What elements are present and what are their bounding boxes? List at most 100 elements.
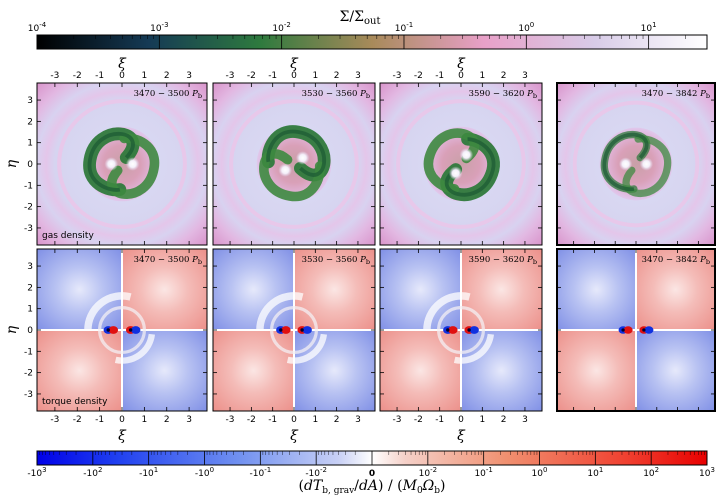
star-marker <box>104 157 119 171</box>
x-tick-label: 1 <box>142 71 148 81</box>
torque-panel: 3470 − 3842 Pb <box>556 248 716 412</box>
bottom-colorbar-tick-label: 10-1 <box>474 466 492 479</box>
x-tick-label: 1 <box>312 415 318 425</box>
bottom-colorbar-tick-label: -100 <box>195 466 214 479</box>
x-tick-label: 3 <box>522 71 528 81</box>
top-colorbar-tick-label: 10-3 <box>150 21 168 34</box>
x-axis-label-bottom: ξ <box>290 428 299 444</box>
bottom-colorbar-tick-label: -10-2 <box>305 466 327 479</box>
x-tick-label: 1 <box>312 71 318 81</box>
y-tick-label: 0 <box>27 160 33 170</box>
panel-title: 3530 − 3560 Pb <box>302 255 370 266</box>
row-label: torque density <box>42 397 108 407</box>
x-tick-label: -2 <box>247 415 256 425</box>
torque-dipole-lobe <box>281 326 291 334</box>
x-tick-label: 1 <box>479 415 485 425</box>
bottom-colorbar: -103 -102 -101 -100 -10-1 -10-2 0 10-2 10-1 100 10… <box>27 450 715 496</box>
x-tick-label: -1 <box>95 415 104 425</box>
x-tick-label: 2 <box>164 415 170 425</box>
bottom-colorbar-tick-label: -101 <box>139 466 158 479</box>
panel-title: 3470 − 3500 Pb <box>134 89 202 100</box>
x-axis-label-top: ξ <box>457 56 466 72</box>
x-axis-label-top: ξ <box>118 56 127 72</box>
y-tick-label: -3 <box>24 224 33 234</box>
top-colorbar-title: Σ/Σout <box>340 9 381 27</box>
panel-title: 3470 − 3842 Pb <box>642 89 710 100</box>
y-tick-label: 2 <box>27 117 33 127</box>
x-axis-label-bottom: ξ <box>118 428 127 444</box>
x-tick-label: 0 <box>291 71 297 81</box>
star-marker <box>459 147 474 162</box>
x-tick-label: 2 <box>334 71 340 81</box>
x-tick-label: 2 <box>501 415 507 425</box>
x-tick-label: 3 <box>186 415 192 425</box>
density-panel: 3590 − 3620 Pb -3 -2 -1 0 1 2 3 <box>379 71 543 246</box>
star-marker <box>278 163 293 177</box>
x-tick-label: 2 <box>334 415 340 425</box>
torque-dipole-lobe <box>469 326 479 334</box>
y-tick-label: 0 <box>27 326 33 336</box>
row-label: gas density <box>42 231 94 241</box>
star-marker <box>639 157 654 171</box>
x-tick-label: -1 <box>268 415 277 425</box>
x-tick-label: -3 <box>50 71 59 81</box>
top-colorbar-tick-label: 10-4 <box>28 21 47 34</box>
x-tick-label: 1 <box>142 415 148 425</box>
top-colorbar-tick-label: 101 <box>641 21 657 34</box>
bottom-colorbar-title: (dTb, grav/dA) / (M0Ωb) <box>298 478 445 496</box>
density-panel: 3470 − 3500 Pb gas density 3 2 1 0 -1 -2 -3 -3 -2 -… <box>24 71 208 246</box>
top-colorbar-tick-label: 10-1 <box>395 21 413 34</box>
x-tick-label: -1 <box>268 71 277 81</box>
x-tick-label: -2 <box>414 71 423 81</box>
bottom-colorbar-tick-label: -103 <box>27 466 46 479</box>
torque-dipole-lobe <box>108 326 119 334</box>
panel-grid: 3470 − 3500 Pb gas density 3 2 1 0 -1 -2 -3 -3 -2 -… <box>24 71 716 425</box>
panel-title: 3530 − 3560 Pb <box>302 89 370 100</box>
top-colorbar-tick-label: 100 <box>518 21 534 34</box>
bottom-colorbar-tick-label: 102 <box>643 466 659 479</box>
panel-title: 3470 − 3500 Pb <box>134 255 202 266</box>
y-axis-label: η <box>4 159 20 168</box>
x-axis-label-bottom: ξ <box>457 428 466 444</box>
top-colorbar: Σ/Σout 10-4 10-3 10-2 10-1 100 101 <box>28 9 708 50</box>
x-tick-label: 2 <box>501 71 507 81</box>
x-tick-label: -2 <box>247 71 256 81</box>
x-axis-label-top: ξ <box>290 56 299 72</box>
x-tick-label: 2 <box>164 71 170 81</box>
y-tick-label: 2 <box>27 283 33 293</box>
x-tick-label: -2 <box>73 71 82 81</box>
y-tick-label: -1 <box>24 347 33 357</box>
torque-dipole-lobe <box>448 326 458 334</box>
spiral-arm <box>622 135 672 197</box>
torque-dipole-lobe <box>131 326 141 334</box>
y-axis-label: η <box>4 325 20 334</box>
torque-panel: 3530 − 3560 Pb -3 -2 -1 0 1 2 3 <box>212 248 376 425</box>
density-panel: 3470 − 3842 Pb <box>556 82 716 246</box>
x-tick-label: -1 <box>435 71 444 81</box>
bottom-colorbar-tick-label: 103 <box>699 466 715 479</box>
spiral-arm <box>107 133 160 199</box>
x-tick-label: 3 <box>355 415 361 425</box>
x-tick-label: -1 <box>95 71 104 81</box>
x-tick-label: -1 <box>435 415 444 425</box>
torque-dipole-lobe <box>623 326 633 334</box>
star-marker <box>618 157 633 171</box>
bottom-colorbar-tick-label: -102 <box>83 466 102 479</box>
y-tick-label: -2 <box>24 369 33 379</box>
spiral-arm <box>259 149 325 202</box>
x-tick-label: 3 <box>522 415 528 425</box>
bottom-colorbar-tick-label: 101 <box>587 466 603 479</box>
star-marker <box>295 151 310 165</box>
x-tick-label: 0 <box>458 71 464 81</box>
top-colorbar-tick-label: 10-2 <box>272 21 290 34</box>
torque-panel: 3590 − 3620 Pb -3 -2 -1 0 1 2 3 <box>379 248 543 425</box>
top-colorbar-gradient <box>36 34 708 50</box>
y-tick-label: 1 <box>27 305 33 315</box>
x-tick-label: 0 <box>458 415 464 425</box>
torque-dipole-lobe <box>302 326 312 334</box>
y-tick-label: 3 <box>27 96 33 106</box>
panel-title: 3590 − 3620 Pb <box>469 255 537 266</box>
spiral-arm <box>423 128 480 194</box>
axis-labels: ξ ξ ξ ξ ξ ξ η η <box>4 56 466 444</box>
